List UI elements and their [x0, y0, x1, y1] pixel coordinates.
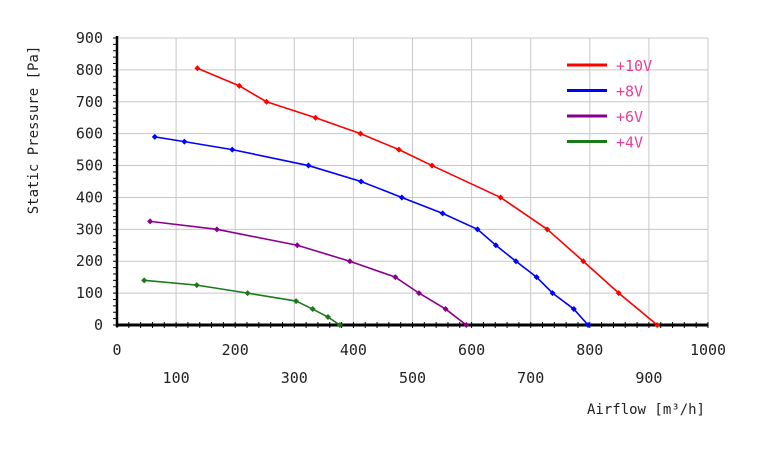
data-point — [416, 290, 423, 297]
series-layer — [141, 65, 661, 328]
y-tick-label: 0 — [94, 316, 103, 334]
x-tick-label: 200 — [222, 341, 249, 359]
data-point — [193, 282, 200, 289]
data-point — [533, 274, 540, 281]
data-point — [305, 162, 312, 169]
data-point — [429, 162, 436, 169]
x-tick-label: 900 — [635, 369, 662, 387]
x-tick-label: 300 — [281, 369, 308, 387]
data-point — [357, 130, 364, 137]
data-point — [570, 306, 577, 313]
legend-label: +6V — [616, 108, 643, 126]
legend-label: +10V — [616, 57, 652, 75]
data-point — [181, 138, 188, 145]
data-point — [194, 65, 201, 72]
y-tick-label: 900 — [76, 29, 103, 47]
data-point — [544, 226, 551, 233]
x-tick-label: 0 — [112, 341, 121, 359]
series-line-10V — [197, 67, 658, 326]
x-tick-label: 100 — [163, 369, 190, 387]
data-point — [615, 290, 622, 297]
data-point — [293, 298, 300, 305]
data-point — [512, 258, 519, 265]
data-point — [463, 322, 470, 328]
data-point — [439, 210, 446, 217]
data-point — [263, 98, 270, 105]
y-tick-label: 600 — [76, 125, 103, 143]
x-tick-label: 500 — [399, 369, 426, 387]
y-tick-label: 200 — [76, 252, 103, 270]
legend-label: +8V — [616, 83, 643, 101]
x-tick-label: 400 — [340, 341, 367, 359]
y-tick-label: 700 — [76, 93, 103, 111]
data-point — [312, 114, 319, 121]
series-line-6V — [150, 220, 467, 326]
data-point — [497, 194, 504, 201]
y-tick-label: 100 — [76, 284, 103, 302]
data-point — [398, 194, 405, 201]
legend-label: +4V — [616, 134, 643, 152]
data-point — [442, 306, 449, 313]
data-point — [580, 258, 587, 265]
data-point — [141, 277, 148, 284]
data-point — [294, 242, 301, 249]
data-point — [336, 322, 343, 328]
data-point — [395, 146, 402, 153]
grid — [117, 37, 709, 325]
data-point — [324, 314, 331, 321]
data-point — [229, 146, 236, 153]
data-point — [346, 258, 353, 265]
data-point — [549, 290, 556, 297]
y-tick-label: 800 — [76, 61, 103, 79]
x-tick-label: 700 — [517, 369, 544, 387]
data-point — [213, 226, 220, 233]
data-point — [474, 226, 481, 233]
y-tick-label: 500 — [76, 157, 103, 175]
x-tick-label: 1000 — [690, 341, 726, 359]
data-point — [392, 274, 399, 281]
data-point — [654, 322, 661, 328]
data-point — [244, 290, 251, 297]
data-point — [309, 306, 316, 313]
data-point — [236, 82, 243, 89]
data-point — [358, 178, 365, 185]
series-line-4V — [144, 279, 341, 326]
data-point — [151, 133, 158, 140]
x-axis-title: Airflow [m³/h] — [587, 402, 705, 418]
x-tick-label: 600 — [458, 341, 485, 359]
axes — [113, 36, 709, 328]
legend: +10V +8V +6V +4V — [567, 57, 652, 152]
data-point — [585, 322, 592, 328]
y-tick-label: 300 — [76, 220, 103, 238]
y-tick-label: 400 — [76, 188, 103, 206]
data-point — [147, 218, 154, 225]
x-tick-label: 800 — [576, 341, 603, 359]
series-line-8V — [154, 136, 589, 326]
data-point — [492, 242, 499, 249]
y-axis-title: Static Pressure [Pa] — [26, 46, 42, 215]
